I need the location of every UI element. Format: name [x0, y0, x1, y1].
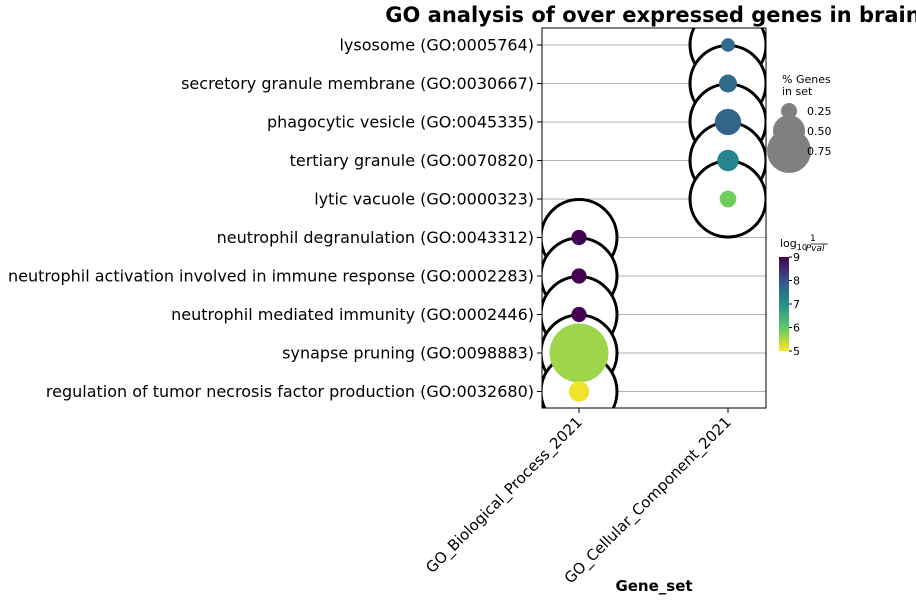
size-legend-label-2: 0.50 [807, 125, 832, 138]
chart-title: GO analysis of over expressed genes in b… [385, 3, 916, 27]
data-points [549, 38, 742, 402]
colorbar-tick-label-5: 5 [793, 345, 800, 358]
x-tick-labels: GO_Biological_Process_2021GO_Cellular_Co… [422, 408, 736, 588]
data-point-lytic-vacuole-go-0000323 [719, 190, 737, 208]
data-point-tertiary-granule-go-0070820 [717, 149, 739, 172]
y-tick-label-neutrophil-mediated-immunity-go-0002446: neutrophil mediated immunity (GO:0002446… [171, 305, 534, 324]
colorbar-tick-label-8: 8 [793, 275, 800, 288]
colorbar-tick-label-7: 7 [793, 298, 800, 311]
data-point-regulation-of-tumor-necrosis-factor-production-go-0032680 [568, 381, 590, 402]
data-point-neutrophil-activation-involved-in-immune-response-go-0002283 [571, 268, 587, 284]
x-axis-label: Gene_set [615, 577, 692, 595]
y-tick-label-regulation-of-tumor-necrosis-factor-production-go-0032680: regulation of tumor necrosis factor prod… [46, 382, 534, 401]
colorbar-title: log101 Pval [780, 234, 825, 254]
data-point-secretory-granule-membrane-go-0030667 [719, 74, 737, 93]
x-tick-label-go-biological-process-2021: GO_Biological_Process_2021 [422, 413, 586, 577]
size-legend-marker-1 [781, 103, 797, 119]
data-point-neutrophil-degranulation-go-0043312 [571, 229, 587, 246]
data-point-synapse-pruning-go-0098883 [549, 323, 609, 383]
colorbar-tick-label-9: 9 [793, 251, 800, 264]
y-tick-label-tertiary-granule-go-0070820: tertiary granule (GO:0070820) [290, 151, 534, 170]
size-legend-title-line-2: in set [782, 85, 813, 98]
y-tick-label-lysosome-go-0005764: lysosome (GO:0005764) [339, 36, 534, 55]
y-tick-label-lytic-vacuole-go-0000323: lytic vacuole (GO:0000323) [314, 190, 534, 209]
size-legend-title-line-1: % Genes [782, 73, 831, 86]
plot-frame [541, 27, 767, 409]
y-tick-label-phagocytic-vesicle-go-0045335: phagocytic vesicle (GO:0045335) [267, 113, 534, 132]
x-tick-label-go-cellular-component-2021: GO_Cellular_Component_2021 [561, 413, 736, 588]
data-point-neutrophil-mediated-immunity-go-0002446 [571, 306, 587, 323]
size-legend-label-1: 0.25 [807, 105, 832, 118]
y-tick-label-neutrophil-activation-involved-in-immune-response-go-0002283: neutrophil activation involved in immune… [8, 267, 534, 286]
color-legend: log101 Pval 5 6 7 8 9 [779, 234, 828, 358]
y-tick-label-secretory-granule-membrane-go-0030667: secretory granule membrane (GO:0030667) [181, 74, 534, 93]
data-point-lysosome-go-0005764 [721, 38, 735, 52]
colorbar [779, 257, 789, 351]
data-point-phagocytic-vesicle-go-0045335 [714, 108, 742, 136]
y-tick-labels: lysosome (GO:0005764) secretory granule m… [8, 36, 542, 401]
colorbar-tick-label-6: 6 [793, 322, 800, 335]
size-legend-marker-3 [767, 129, 811, 173]
size-legend-label-3: 0.75 [807, 145, 832, 158]
y-tick-label-neutrophil-degranulation-go-0043312: neutrophil degranulation (GO:0043312) [217, 228, 534, 247]
size-legend: % Genes in set 0.25 0.50 0.75 [767, 73, 832, 173]
y-tick-label-synapse-pruning-go-0098883: synapse pruning (GO:0098883) [282, 344, 534, 363]
